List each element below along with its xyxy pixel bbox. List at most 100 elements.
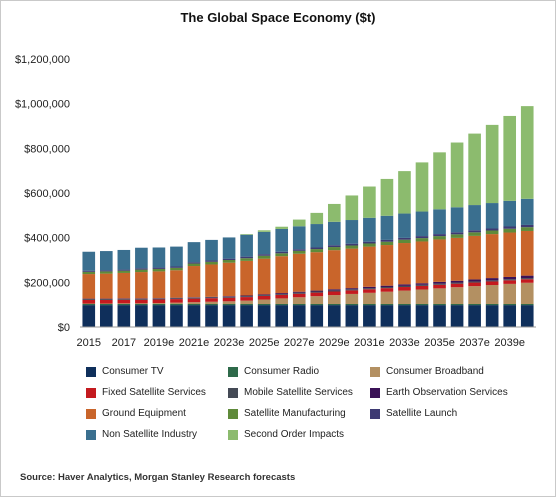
bar-segment bbox=[503, 304, 517, 306]
bar-segment bbox=[292, 291, 306, 293]
bar-segment bbox=[503, 226, 517, 229]
bar-segment bbox=[135, 272, 148, 299]
bar-segment bbox=[152, 298, 166, 300]
bar-segment bbox=[398, 285, 411, 288]
bar-segment bbox=[398, 287, 411, 291]
bar-segment bbox=[380, 288, 394, 292]
bar-segment bbox=[275, 293, 289, 295]
bar-segment bbox=[82, 305, 96, 327]
legend-label: Consumer Broadband bbox=[386, 366, 484, 377]
bar-segment bbox=[503, 279, 517, 281]
bar-segment bbox=[485, 203, 499, 229]
bar-segment bbox=[468, 232, 481, 236]
bar-segment bbox=[187, 305, 201, 327]
bar-segment bbox=[485, 230, 499, 235]
bar-segment bbox=[240, 234, 253, 235]
bar-segment bbox=[205, 301, 218, 304]
bar-segment bbox=[363, 246, 376, 287]
bar-segment bbox=[222, 296, 236, 297]
bar-segment bbox=[520, 305, 534, 327]
bar-segment bbox=[310, 247, 324, 250]
bar-segment bbox=[310, 292, 324, 297]
bar-segment bbox=[363, 286, 376, 289]
bar-segment bbox=[292, 297, 306, 304]
bar-segment bbox=[433, 304, 446, 306]
bar-segment bbox=[187, 304, 201, 306]
bar-segment bbox=[240, 297, 253, 301]
bar-segment bbox=[520, 278, 534, 280]
bar-segment bbox=[240, 256, 253, 259]
bar-segment bbox=[257, 231, 271, 255]
bar-segment bbox=[398, 290, 411, 304]
bar-segment bbox=[222, 260, 236, 263]
bar-segment bbox=[187, 262, 201, 264]
bar-segment bbox=[310, 296, 324, 304]
bar-segment bbox=[380, 287, 394, 289]
bar-segment bbox=[135, 298, 148, 300]
bar-segment bbox=[152, 303, 166, 304]
bar-segment bbox=[433, 236, 446, 240]
legend-swatch bbox=[86, 429, 96, 440]
legend-item: Satellite Launch bbox=[370, 406, 520, 421]
bar-segment bbox=[415, 241, 429, 284]
bar-segment bbox=[275, 253, 289, 257]
chart-title: The Global Space Economy ($t) bbox=[180, 10, 376, 25]
bar-segment bbox=[99, 273, 113, 299]
bar-segment bbox=[205, 239, 218, 261]
bar-segment bbox=[205, 261, 218, 265]
bar-segment bbox=[99, 299, 113, 304]
bar-segment bbox=[345, 305, 359, 327]
bar-segment bbox=[310, 291, 324, 293]
bar-segment bbox=[170, 299, 183, 303]
bar-segment bbox=[345, 220, 359, 244]
bar-segment bbox=[345, 243, 359, 246]
bar-segment bbox=[415, 285, 429, 290]
bar-segment bbox=[468, 286, 481, 304]
bar-segment bbox=[380, 305, 394, 327]
bar-segment bbox=[82, 270, 96, 272]
bar-segment bbox=[398, 304, 411, 306]
bar-segment bbox=[450, 207, 464, 233]
bar-segment bbox=[99, 305, 113, 327]
bar-segment bbox=[187, 302, 201, 304]
legend-label: Consumer TV bbox=[102, 366, 164, 377]
bar-segment bbox=[240, 295, 253, 297]
bar-segment bbox=[240, 258, 253, 261]
bar-segment bbox=[503, 228, 517, 233]
bar-segment bbox=[415, 162, 429, 212]
x-tick-label: 2015 bbox=[77, 337, 101, 349]
legend-item: Satellite Manufacturing bbox=[228, 406, 370, 421]
bar-segment bbox=[363, 289, 376, 293]
bar-segment bbox=[450, 232, 464, 235]
bar-segment bbox=[433, 281, 446, 284]
legend-swatch bbox=[228, 429, 238, 440]
bar-segment bbox=[327, 250, 341, 290]
bar-segment bbox=[275, 305, 289, 327]
bar-segment bbox=[187, 266, 201, 298]
bar-segment bbox=[363, 305, 376, 327]
bar-segment bbox=[327, 247, 341, 251]
bar-segment bbox=[257, 230, 271, 232]
x-tick-label: 2025e bbox=[249, 337, 280, 349]
bar-segment bbox=[117, 269, 131, 271]
x-tick-label: 2019e bbox=[144, 337, 175, 349]
bar-segment bbox=[433, 305, 446, 327]
bar-segment bbox=[520, 282, 534, 304]
bar-segment bbox=[485, 281, 499, 286]
bar-segment bbox=[520, 224, 534, 228]
bar-segment bbox=[363, 241, 376, 244]
bar-segment bbox=[292, 219, 306, 227]
bar-segment bbox=[327, 203, 341, 222]
bar-segment bbox=[468, 230, 481, 233]
bar-segment bbox=[205, 298, 218, 302]
y-tick-label: $400,000 bbox=[24, 233, 70, 245]
legend-swatch bbox=[86, 366, 96, 377]
bar-segment bbox=[135, 304, 148, 306]
bar-segment bbox=[433, 288, 446, 304]
bar-segment bbox=[415, 284, 429, 286]
bar-segment bbox=[450, 287, 464, 304]
bar-segment bbox=[485, 124, 499, 204]
bar-segment bbox=[345, 289, 359, 291]
chart-legend: Consumer TV Consumer Radio Consumer Broadb… bbox=[86, 364, 546, 442]
bar-segment bbox=[380, 304, 394, 306]
